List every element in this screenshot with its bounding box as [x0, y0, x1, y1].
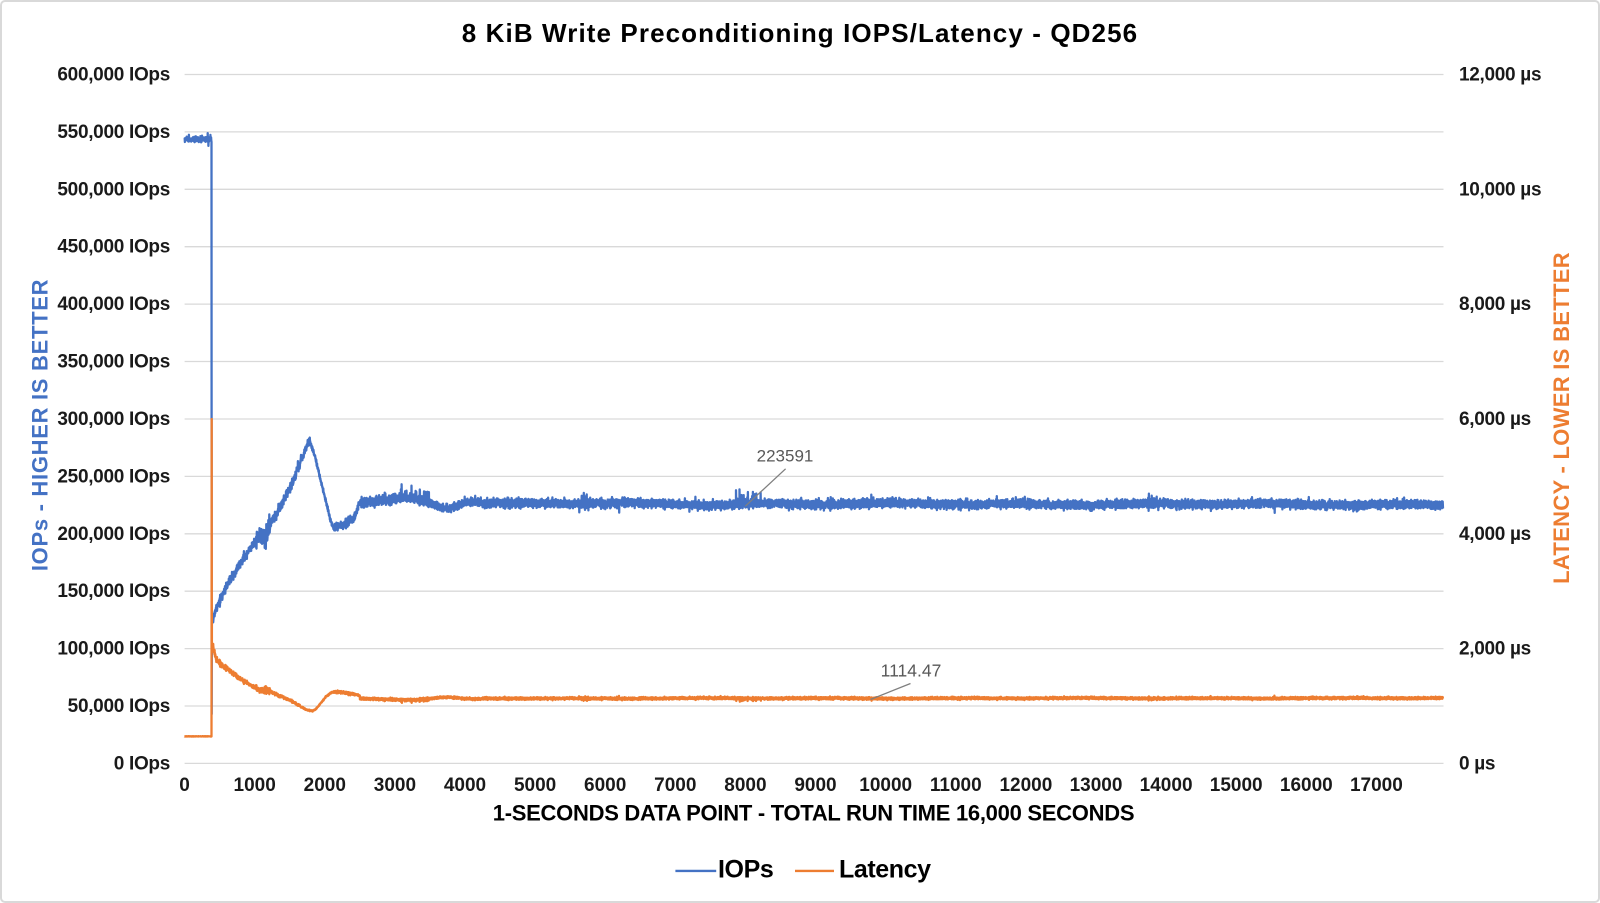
- svg-text:10,000 µs: 10,000 µs: [1459, 179, 1541, 200]
- svg-text:3000: 3000: [374, 775, 416, 796]
- svg-text:0 µs: 0 µs: [1459, 753, 1495, 774]
- svg-text:14000: 14000: [1140, 775, 1193, 796]
- svg-text:1114.47: 1114.47: [881, 661, 942, 681]
- svg-text:5000: 5000: [514, 775, 556, 796]
- svg-text:12,000 µs: 12,000 µs: [1459, 65, 1541, 86]
- svg-text:8 KiB Write Preconditioning IO: 8 KiB Write Preconditioning IOPS/Latency…: [462, 18, 1138, 48]
- svg-text:0: 0: [179, 775, 190, 796]
- svg-text:8000: 8000: [724, 775, 766, 796]
- svg-text:11000: 11000: [930, 775, 982, 796]
- svg-text:1000: 1000: [234, 775, 276, 796]
- svg-text:300,000 IOps: 300,000 IOps: [57, 409, 170, 430]
- svg-text:LATENCY - LOWER IS BETTER: LATENCY - LOWER IS BETTER: [1549, 252, 1574, 584]
- svg-text:Latency: Latency: [839, 856, 931, 884]
- svg-text:50,000 IOps: 50,000 IOps: [68, 696, 170, 717]
- svg-text:16000: 16000: [1280, 775, 1333, 796]
- svg-text:1-SECONDS DATA POINT - TOTAL R: 1-SECONDS DATA POINT - TOTAL RUN TIME 16…: [493, 800, 1134, 825]
- svg-text:17000: 17000: [1350, 775, 1403, 796]
- svg-text:100,000 IOps: 100,000 IOps: [57, 639, 170, 660]
- svg-text:8,000 µs: 8,000 µs: [1459, 294, 1531, 315]
- svg-text:7000: 7000: [654, 775, 696, 796]
- svg-text:600,000 IOps: 600,000 IOps: [57, 65, 170, 86]
- svg-text:0 IOps: 0 IOps: [114, 753, 170, 774]
- svg-text:400,000 IOps: 400,000 IOps: [57, 294, 170, 315]
- svg-text:4,000 µs: 4,000 µs: [1459, 524, 1531, 545]
- svg-text:550,000 IOps: 550,000 IOps: [57, 122, 170, 143]
- svg-text:6,000 µs: 6,000 µs: [1459, 409, 1531, 430]
- svg-text:200,000 IOps: 200,000 IOps: [57, 524, 170, 545]
- svg-text:10000: 10000: [859, 775, 912, 796]
- svg-text:500,000 IOps: 500,000 IOps: [57, 179, 170, 200]
- svg-text:350,000 IOps: 350,000 IOps: [57, 352, 170, 373]
- svg-text:IOPs: IOPs: [718, 856, 773, 884]
- svg-text:2,000 µs: 2,000 µs: [1459, 639, 1531, 660]
- svg-text:4000: 4000: [444, 775, 486, 796]
- svg-text:12000: 12000: [999, 775, 1052, 796]
- svg-text:6000: 6000: [584, 775, 626, 796]
- svg-text:150,000 IOps: 150,000 IOps: [57, 581, 170, 602]
- svg-text:13000: 13000: [1070, 775, 1123, 796]
- svg-text:450,000 IOps: 450,000 IOps: [57, 237, 170, 258]
- svg-text:IOPs - HIGHER IS BETTER: IOPs - HIGHER IS BETTER: [28, 279, 53, 571]
- svg-text:9000: 9000: [794, 775, 836, 796]
- svg-text:250,000 IOps: 250,000 IOps: [57, 466, 170, 487]
- svg-text:223591: 223591: [757, 447, 814, 466]
- svg-text:2000: 2000: [304, 775, 346, 796]
- svg-text:15000: 15000: [1210, 775, 1263, 796]
